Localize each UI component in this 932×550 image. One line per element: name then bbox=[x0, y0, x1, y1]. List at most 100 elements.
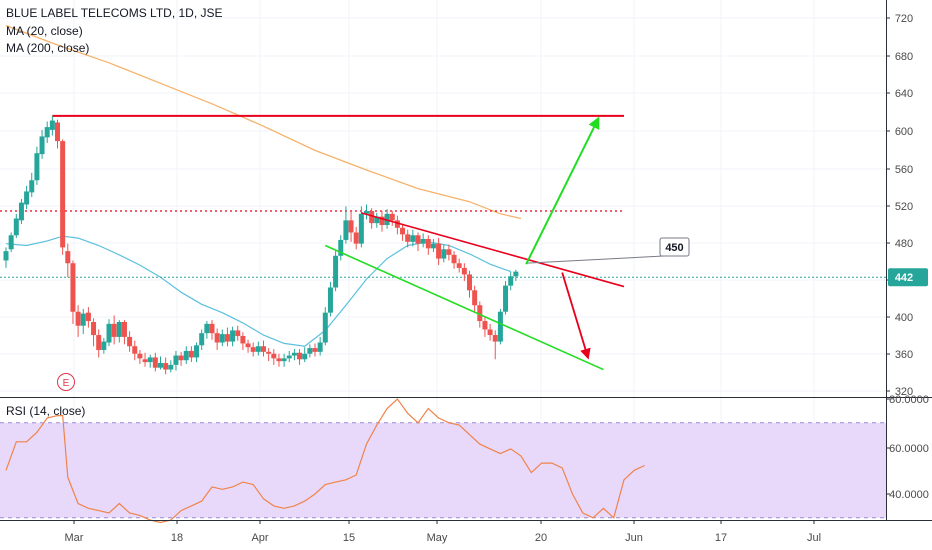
candle-body bbox=[348, 220, 354, 233]
candle-body bbox=[333, 255, 339, 288]
channel-lower-line bbox=[324, 244, 604, 371]
candle-body bbox=[369, 211, 375, 224]
rsi-tick-label: 80.0000 bbox=[889, 394, 929, 406]
candle-body bbox=[204, 323, 210, 334]
candle-body bbox=[327, 287, 333, 313]
candle-body bbox=[163, 363, 169, 370]
candle-body bbox=[420, 239, 426, 244]
bearish-arrow bbox=[561, 272, 591, 360]
candle-body bbox=[415, 235, 421, 244]
candle-body bbox=[8, 235, 14, 250]
time-tick-label: 15 bbox=[343, 532, 355, 544]
bullish-arrow bbox=[525, 116, 600, 265]
candle-body bbox=[394, 220, 400, 228]
candle-body bbox=[18, 202, 24, 221]
time-tick-label: Jul bbox=[807, 532, 821, 544]
ma200-legend[interactable]: MA (200, close) bbox=[6, 41, 90, 55]
candle-body bbox=[230, 330, 236, 342]
price-tick-label: 640 bbox=[895, 88, 913, 100]
candle-body bbox=[503, 285, 509, 312]
candle-body bbox=[111, 323, 117, 337]
candle-body bbox=[317, 342, 323, 352]
candle-body bbox=[266, 351, 272, 354]
rsi-line bbox=[5, 398, 645, 524]
candle-body bbox=[358, 213, 364, 244]
candle-body bbox=[353, 232, 359, 244]
candle-body bbox=[322, 312, 328, 343]
candle-body bbox=[451, 254, 457, 264]
candle-body bbox=[132, 346, 138, 354]
candle-body bbox=[302, 353, 308, 360]
candle-body bbox=[343, 220, 349, 240]
ma20-legend[interactable]: MA (20, close) bbox=[6, 24, 83, 38]
candles[interactable] bbox=[3, 115, 519, 375]
candle-body bbox=[29, 180, 35, 193]
candle-body bbox=[13, 218, 19, 236]
candle-body bbox=[137, 353, 143, 359]
earnings-icon bbox=[57, 373, 75, 391]
candle-body bbox=[379, 216, 385, 226]
candle-body bbox=[276, 358, 282, 362]
candle-body bbox=[85, 312, 91, 322]
callout-box bbox=[659, 237, 690, 257]
candle-body bbox=[312, 348, 318, 352]
candle-body bbox=[60, 141, 66, 248]
candle-body bbox=[281, 358, 287, 362]
rsi-legend[interactable]: RSI (14, close) bbox=[6, 404, 86, 418]
candle-body bbox=[158, 363, 163, 368]
candle-body bbox=[477, 305, 483, 322]
candle-body bbox=[173, 355, 179, 365]
candle-body bbox=[446, 249, 452, 255]
candle-body bbox=[261, 346, 266, 352]
candle-body bbox=[96, 335, 102, 350]
candle-body bbox=[400, 227, 406, 235]
time-tick-label: May bbox=[427, 532, 448, 544]
rsi-tick-label: 60.0000 bbox=[889, 443, 929, 455]
price-tick-label: 360 bbox=[895, 349, 913, 361]
price-tick-label: 520 bbox=[895, 201, 913, 213]
candle-body bbox=[188, 350, 194, 358]
candle-body bbox=[461, 267, 467, 275]
candle-body bbox=[250, 347, 256, 352]
candle-body bbox=[410, 235, 416, 242]
rsi-band bbox=[0, 422, 886, 518]
candle-body bbox=[338, 239, 344, 256]
price-tick-label: 600 bbox=[895, 126, 913, 138]
candle-body bbox=[142, 359, 148, 363]
candle-body bbox=[374, 216, 380, 224]
ma200-line bbox=[5, 24, 522, 220]
candle-body bbox=[364, 211, 369, 214]
callout-pointer bbox=[527, 255, 665, 264]
time-tick-label: 17 bbox=[715, 532, 727, 544]
candle-body bbox=[183, 350, 189, 361]
candle-body bbox=[240, 335, 246, 344]
candle-body bbox=[152, 357, 158, 368]
drawings: 450 E bbox=[57, 116, 690, 391]
candle-body bbox=[513, 271, 519, 277]
candle-body bbox=[3, 251, 9, 261]
candle-body bbox=[255, 346, 261, 352]
candle-body bbox=[106, 323, 112, 343]
ma200-path bbox=[5, 24, 522, 220]
candle-body bbox=[44, 127, 50, 138]
candle-body bbox=[456, 263, 462, 268]
candle-body bbox=[194, 345, 200, 358]
candle-body bbox=[291, 352, 297, 356]
candle-body bbox=[219, 334, 225, 343]
candle-body bbox=[307, 348, 313, 354]
candle-body bbox=[224, 334, 230, 342]
candle-body bbox=[286, 355, 292, 359]
candle-body bbox=[80, 313, 86, 326]
candle-body bbox=[116, 321, 122, 337]
price-tick-label: 480 bbox=[895, 238, 913, 250]
last-price-label: 442 bbox=[895, 272, 913, 284]
channel-upper-line bbox=[361, 212, 625, 288]
symbol-legend[interactable]: BLUE LABEL TELECOMS LTD, 1D, JSE bbox=[6, 6, 223, 20]
candle-body bbox=[497, 311, 503, 342]
candle-body bbox=[147, 357, 153, 363]
candle-body bbox=[425, 239, 431, 249]
price-tick-label: 320 bbox=[895, 386, 913, 398]
time-tick-label: Apr bbox=[251, 532, 268, 544]
time-tick-label: Jun bbox=[625, 532, 643, 544]
